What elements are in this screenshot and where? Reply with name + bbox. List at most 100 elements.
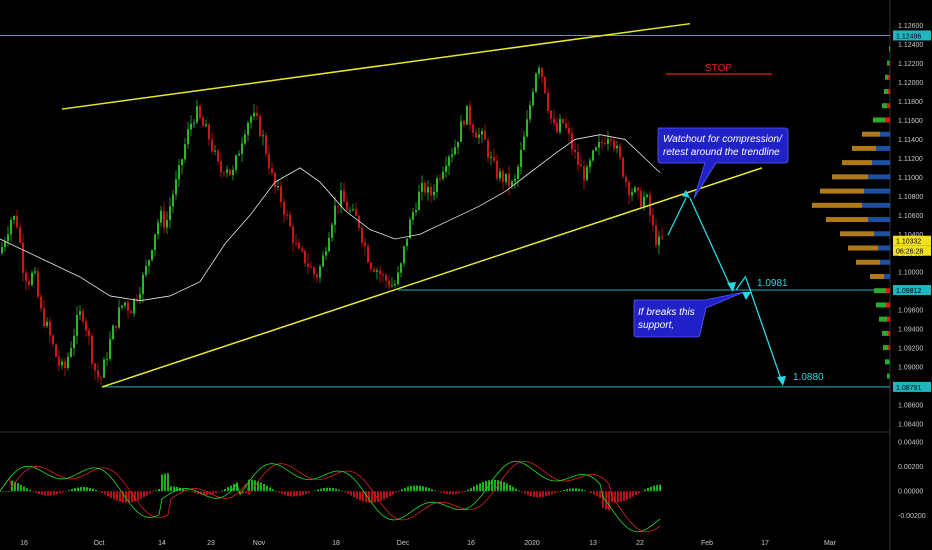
candle-body [634, 187, 636, 193]
candle-body [439, 178, 441, 180]
macd-signal-line [0, 460, 661, 533]
candle-body [361, 227, 363, 243]
macd-histogram-bar [620, 491, 622, 502]
macd-histogram-bar [218, 491, 220, 492]
macd-histogram-bar [194, 491, 196, 494]
macd-histogram-bar [623, 491, 625, 502]
volume-profile-bar [888, 345, 890, 351]
candle-body [514, 179, 516, 182]
candle-body [355, 209, 357, 216]
candle-body [283, 201, 285, 215]
candle-body [616, 145, 618, 149]
macd-histogram-bar [2, 491, 4, 492]
macd-histogram-bar [518, 490, 520, 492]
candle-body [325, 251, 327, 256]
macd-histogram-bar [305, 491, 307, 495]
volume-profile-bar [879, 316, 887, 322]
candle-body [304, 250, 306, 264]
macd-histogram-bar [101, 491, 103, 494]
candle-body [394, 284, 396, 286]
candle-body [538, 67, 540, 74]
macd-histogram-bar [140, 491, 142, 499]
candle-body [133, 298, 135, 314]
candle-body [631, 192, 633, 196]
volume-profile-bar [852, 145, 876, 151]
candle-body [622, 157, 624, 177]
candle-body [646, 194, 648, 197]
candle-body [202, 117, 204, 127]
callout-compression [657, 127, 789, 199]
macd-histogram-bar [632, 491, 634, 497]
macd-histogram-bar [572, 488, 574, 492]
support-price-badge-text: 1.09812 [896, 288, 921, 295]
candle-body [310, 266, 312, 268]
macd-histogram-bar [92, 488, 94, 492]
candle-body [358, 215, 360, 228]
candle-body [640, 190, 642, 207]
macd-histogram-bar [404, 487, 406, 492]
projection-path [689, 197, 733, 291]
candle-body [208, 124, 210, 140]
y-tick-label: 1.10000 [898, 270, 923, 277]
candle-body [115, 325, 117, 328]
candle-body [388, 280, 390, 287]
candle-body [613, 140, 615, 149]
macd-histogram-bar [326, 487, 328, 492]
macd-histogram-bar [155, 490, 157, 492]
macd-histogram-bar [392, 491, 394, 495]
macd-histogram-bar [575, 488, 577, 492]
candle-body [601, 142, 603, 144]
candle-body [370, 262, 372, 269]
candle-body [487, 140, 489, 158]
candle-body [118, 307, 120, 328]
trendline-lower [101, 167, 763, 388]
macd-histogram-bar [551, 491, 553, 495]
volume-profile-bar [884, 88, 888, 94]
macd-histogram-bar [44, 491, 46, 496]
macd-histogram-bar [308, 491, 310, 493]
candle-body [199, 105, 201, 118]
candle-body [523, 136, 525, 150]
candle-body [637, 187, 639, 191]
macd-histogram-bar [224, 488, 226, 492]
macd-histogram-bar [62, 491, 64, 493]
candle-body [73, 335, 75, 349]
macd-histogram-bar [143, 491, 145, 498]
macd-histogram-bar [197, 491, 199, 494]
volume-profile-bar [872, 160, 890, 166]
candle-body [196, 105, 198, 123]
volume-profile-bar [876, 145, 890, 151]
macd-histogram-bar [371, 491, 373, 503]
macd-histogram-bar [428, 488, 430, 492]
macd-histogram-bar [569, 488, 571, 492]
macd-histogram-bar [323, 488, 325, 492]
candle-body [505, 173, 507, 182]
candle-body [337, 205, 339, 207]
macd-histogram-bar [329, 487, 331, 492]
volume-profile-bar [887, 373, 889, 379]
macd-histogram-bar [17, 483, 19, 492]
x-tick-label: 2020 [524, 540, 540, 547]
macd-histogram-bar [566, 489, 568, 492]
macd-histogram-bar [617, 491, 619, 503]
macd-histogram-bar [473, 486, 475, 492]
candle-body [184, 144, 186, 160]
macd-histogram-bar [467, 489, 469, 492]
macd-histogram-bar [338, 489, 340, 492]
candle-body [91, 335, 93, 364]
volume-profile-bar [842, 160, 872, 166]
candle-body [628, 182, 630, 196]
macd-histogram-bar [506, 483, 508, 492]
y-tick-label: 1.11400 [898, 137, 923, 144]
candle-body [277, 186, 279, 188]
candle-body [121, 305, 123, 308]
macd-histogram-bar [557, 491, 559, 493]
macd-histogram-bar [287, 491, 289, 496]
macd-histogram-bar [227, 487, 229, 492]
macd-histogram-bar [272, 489, 274, 492]
projection-path [667, 197, 687, 236]
candle-body [427, 187, 429, 193]
candle-body [25, 272, 27, 282]
macd-histogram-bar [5, 491, 7, 492]
candle-body [136, 298, 138, 300]
